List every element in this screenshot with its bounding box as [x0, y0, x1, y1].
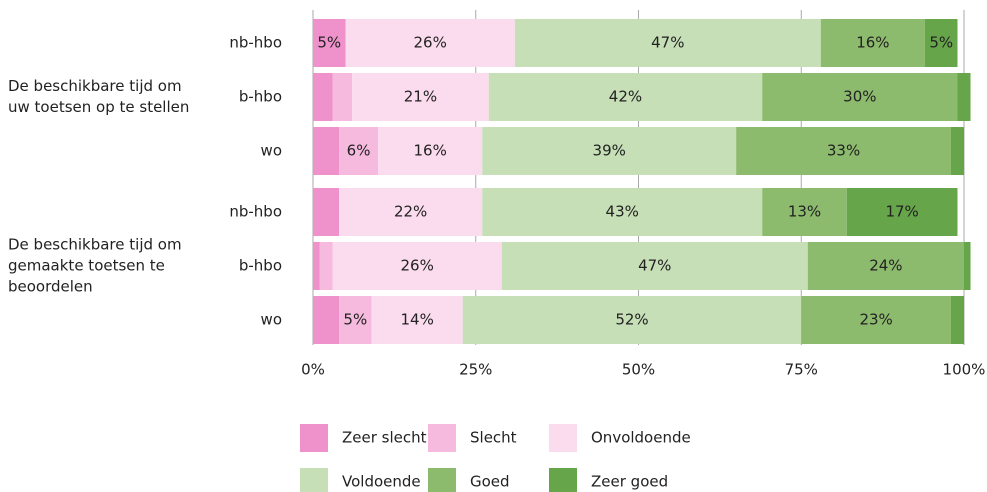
bar-segment: [319, 242, 333, 290]
data-label: 21%: [404, 88, 437, 106]
legend-label: Goed: [470, 473, 510, 491]
data-label: 16%: [856, 34, 889, 52]
bar-segment: [488, 73, 763, 121]
bar-segment: [762, 188, 847, 236]
data-label: 42%: [609, 88, 642, 106]
x-tick-label: 75%: [785, 361, 818, 379]
bar-segment: [924, 19, 958, 67]
data-label: 47%: [651, 34, 684, 52]
bar-segment: [313, 127, 340, 175]
bar-segment: [339, 188, 483, 236]
data-label: 14%: [400, 311, 433, 329]
y-tick-label: b-hbo: [239, 88, 282, 106]
data-label: 52%: [615, 311, 648, 329]
data-label: 5%: [929, 34, 953, 52]
group-label: gemaakte toetsen te: [8, 257, 165, 275]
bar-segment: [378, 127, 483, 175]
legend-swatch: [428, 424, 456, 452]
legend-swatch: [300, 468, 328, 492]
bar-segment: [313, 188, 340, 236]
data-label: 23%: [859, 311, 892, 329]
data-label: 24%: [869, 257, 902, 275]
bar-segment: [964, 242, 971, 290]
group-label: De beschikbare tijd om: [8, 236, 182, 254]
legend-label: Onvoldoende: [591, 429, 691, 447]
bar-segment: [820, 19, 925, 67]
legend-swatch: [428, 468, 456, 492]
data-label: 33%: [827, 142, 860, 160]
data-label: 26%: [400, 257, 433, 275]
legend-label: Zeer slecht: [342, 429, 427, 447]
bar-segment: [807, 242, 964, 290]
data-label: 5%: [317, 34, 341, 52]
data-label: 17%: [885, 203, 918, 221]
data-label: 43%: [606, 203, 639, 221]
legend-swatch: [549, 424, 577, 452]
y-tick-label: b-hbo: [239, 257, 282, 275]
bar-segment: [371, 296, 463, 344]
bar-segment: [352, 73, 489, 121]
data-label: 5%: [343, 311, 367, 329]
x-tick-label: 50%: [622, 361, 655, 379]
x-tick-label: 100%: [943, 361, 986, 379]
bar-segment: [339, 296, 372, 344]
data-label: 6%: [347, 142, 371, 160]
data-label: 22%: [394, 203, 427, 221]
y-tick-label: nb-hbo: [229, 203, 282, 221]
bar-segment: [957, 73, 971, 121]
x-tick-label: 25%: [459, 361, 492, 379]
data-label: 39%: [593, 142, 626, 160]
bar-segment: [482, 127, 737, 175]
bar-segment: [332, 242, 502, 290]
bar-segment: [514, 19, 821, 67]
bar-segment: [950, 127, 964, 175]
bar-segment: [801, 296, 951, 344]
legend-label: Voldoende: [342, 473, 421, 491]
legend-swatch: [549, 468, 577, 492]
bar-segment: [332, 73, 353, 121]
legend-swatch: [300, 424, 328, 452]
bar-segment: [950, 296, 964, 344]
bar-segment: [313, 73, 333, 121]
legend-label: Zeer goed: [591, 473, 668, 491]
y-tick-label: nb-hbo: [229, 34, 282, 52]
bar-segment: [339, 127, 379, 175]
bar-segment: [482, 188, 763, 236]
group-label: De beschikbare tijd om: [8, 77, 182, 95]
bar-segment: [846, 188, 958, 236]
bar-segment: [501, 242, 808, 290]
data-label: 47%: [638, 257, 671, 275]
data-label: 30%: [843, 88, 876, 106]
bar-segment: [762, 73, 958, 121]
group-label: uw toetsen op te stellen: [8, 98, 189, 116]
data-label: 13%: [788, 203, 821, 221]
bar-segment: [736, 127, 951, 175]
y-tick-label: wo: [261, 311, 282, 329]
bar-segment: [313, 242, 320, 290]
bar-segment: [313, 19, 346, 67]
bar-segment: [345, 19, 515, 67]
bar-segment: [462, 296, 802, 344]
data-label: 16%: [414, 142, 447, 160]
data-label: 26%: [414, 34, 447, 52]
legend-label: Slecht: [470, 429, 517, 447]
bar-segment: [313, 296, 340, 344]
group-label: beoordelen: [8, 278, 93, 296]
x-tick-label: 0%: [301, 361, 325, 379]
y-tick-label: wo: [261, 142, 282, 160]
